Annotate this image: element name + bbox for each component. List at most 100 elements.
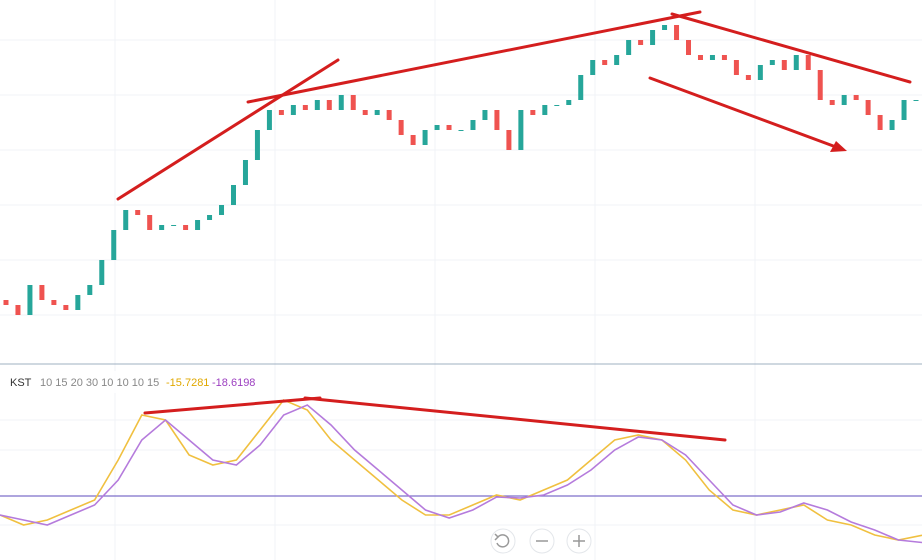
candle: [865, 100, 871, 115]
indicator-value: -18.6198: [212, 377, 255, 389]
candle: [781, 60, 787, 70]
indicator-parameters: 10 15 20 30 10 10 10 15: [40, 377, 159, 389]
indicator-line: [0, 404, 922, 544]
candle: [733, 60, 739, 75]
candle: [290, 105, 296, 115]
zoom-in-button[interactable]: [566, 528, 592, 554]
candle: [27, 285, 33, 315]
candle: [15, 305, 21, 315]
candle: [745, 75, 751, 80]
candle: [147, 215, 153, 230]
candle: [75, 295, 81, 310]
candle: [494, 110, 500, 130]
candle: [63, 305, 69, 310]
candle: [829, 100, 835, 105]
trend-line: [303, 396, 727, 442]
candle: [350, 95, 356, 110]
candle: [913, 100, 919, 101]
candle: [817, 70, 823, 100]
candle: [889, 120, 895, 130]
candle: [578, 75, 584, 100]
candle: [901, 100, 907, 120]
candle: [650, 30, 656, 45]
candle: [254, 130, 260, 160]
candle: [422, 130, 428, 145]
candle: [278, 110, 284, 115]
candle: [386, 110, 392, 120]
candle: [602, 60, 608, 65]
candle: [697, 55, 703, 60]
candle: [266, 110, 272, 130]
candle: [877, 115, 883, 130]
candle: [518, 110, 524, 150]
candle: [757, 65, 763, 80]
candle: [87, 285, 93, 295]
zoom-controls: [490, 528, 592, 554]
candle: [853, 95, 859, 100]
candle: [230, 185, 236, 205]
candle: [614, 55, 620, 65]
candle: [566, 100, 572, 105]
candle: [470, 120, 476, 130]
candle: [805, 55, 811, 70]
candle: [314, 100, 320, 110]
candle: [458, 130, 464, 131]
legend-background: [2, 371, 268, 393]
candle: [3, 300, 9, 305]
candle: [51, 300, 57, 305]
candle: [242, 160, 248, 185]
candle: [674, 25, 680, 40]
candle: [793, 55, 799, 70]
candle: [590, 60, 596, 75]
indicator-line: [0, 399, 922, 541]
candle: [195, 220, 201, 230]
candle: [171, 225, 177, 226]
plot: [0, 25, 922, 544]
reset-button[interactable]: [490, 528, 516, 554]
candle: [554, 105, 560, 106]
candle: [769, 60, 775, 65]
candle: [135, 210, 141, 215]
trend-line: [143, 396, 322, 415]
candle: [662, 25, 668, 30]
candle: [709, 55, 715, 60]
candle: [183, 225, 189, 230]
candle: [434, 125, 440, 130]
candle: [99, 260, 105, 285]
trend-line: [246, 10, 702, 104]
candle: [446, 125, 452, 130]
candle: [721, 55, 727, 60]
candle: [302, 105, 308, 110]
candle: [482, 110, 488, 120]
candle: [338, 95, 344, 110]
candle: [542, 105, 548, 115]
candle: [410, 135, 416, 145]
candle: [111, 230, 117, 260]
indicator-name: KST: [10, 377, 32, 389]
candle: [686, 40, 692, 55]
candle: [159, 225, 165, 230]
candle: [638, 40, 644, 45]
trend-line: [670, 12, 912, 84]
candle: [123, 210, 129, 230]
candle: [326, 100, 332, 110]
candle: [219, 205, 225, 215]
candle: [626, 40, 632, 55]
candle: [207, 215, 213, 220]
arrow-head: [830, 141, 847, 152]
candle: [506, 130, 512, 150]
candle: [841, 95, 847, 105]
zoom-out-button[interactable]: [529, 528, 555, 554]
trend-arrow: [648, 76, 838, 149]
candle: [530, 110, 536, 115]
trend-line: [116, 58, 340, 201]
indicator-value: -15.7281: [166, 377, 209, 389]
candle: [374, 110, 380, 115]
trend-annotations: [116, 10, 912, 442]
candle: [362, 110, 368, 115]
candle: [39, 285, 45, 300]
candle: [398, 120, 404, 135]
